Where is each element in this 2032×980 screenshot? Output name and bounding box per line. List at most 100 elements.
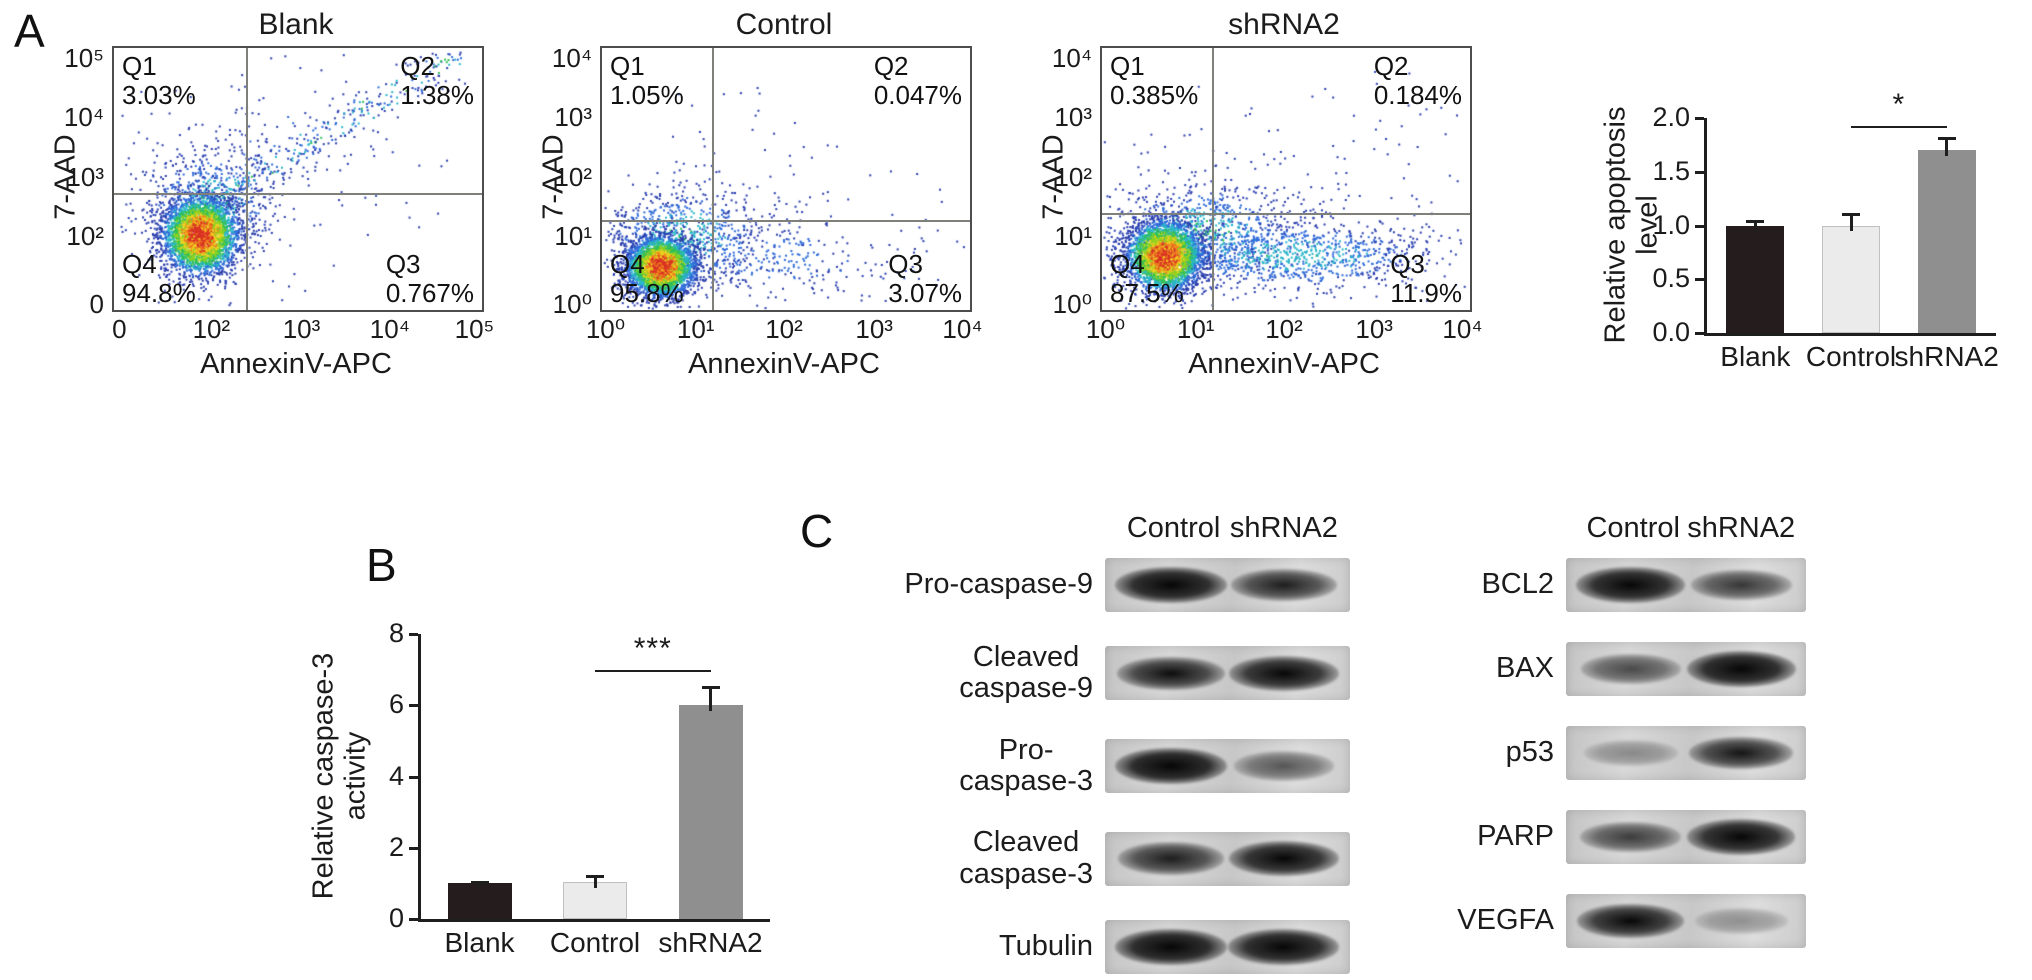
- quadrant-q1-label: Q1: [610, 51, 645, 81]
- western-blot-protein-label: Pro- caspase-3: [959, 733, 1093, 797]
- y-tick-label: 1.0: [1652, 209, 1690, 240]
- y-tick-mark: [409, 918, 418, 921]
- quadrant-q2-value: 0.047%: [873, 80, 962, 111]
- western-blot-protein-label: p53: [1505, 736, 1554, 769]
- western-blot-protein-label: Tubulin: [998, 930, 1093, 963]
- x-tick-label: 10⁰: [585, 314, 626, 344]
- western-blot-row: BCL2: [1408, 558, 1806, 612]
- y-tick-label: 8: [388, 618, 404, 648]
- flow-plot-area: Q1 0.385% Q2 0.184% Q3 11.9% Q4 87.5%: [1100, 46, 1472, 312]
- quadrant-q3-value: 11.9%: [1390, 277, 1462, 308]
- x-tick-label: 10¹: [676, 314, 715, 344]
- y-tick-mark: [1695, 224, 1704, 228]
- y-tick-label: 10¹: [554, 220, 592, 251]
- caspase-bar-chart: Relative caspase-3 activity 0 2 4 6 8 Blank Co…: [282, 598, 806, 980]
- quadrant-q4-label: Q4: [610, 248, 645, 279]
- significance-line: [1851, 125, 1947, 129]
- error-bar: [478, 880, 481, 890]
- y-axis: [418, 634, 421, 922]
- y-tick-label: 10⁰: [552, 289, 592, 320]
- western-blot-row: Pro- caspase-3: [848, 733, 1350, 798]
- flow-x-ticks: 10⁰ 10¹ 10² 10³ 10⁴: [1086, 314, 1483, 346]
- bar-shrna2: [1917, 150, 1976, 333]
- quadrant-q3-value: 0.767%: [385, 277, 474, 308]
- protein-band: [1686, 651, 1796, 687]
- error-bar-cap: [586, 875, 604, 879]
- y-axis: [1704, 118, 1707, 336]
- western-blot-protein-label: VEGFA: [1457, 904, 1554, 937]
- western-blot-protein-label: BAX: [1495, 652, 1554, 685]
- western-blot-row: Pro-caspase-9: [848, 558, 1350, 612]
- error-bar: [1753, 220, 1757, 232]
- western-blot-row: Cleaved caspase-3: [848, 827, 1350, 890]
- quadrant-q1: Q1 1.05%: [610, 51, 684, 111]
- y-tick-mark: [1695, 278, 1704, 282]
- bar-chart-plot-area: 0 2 4 6 8 Blank Control shRNA2 ***: [389, 618, 770, 958]
- western-blot-rows: Pro-caspase-9 Cleaved caspase-9 Pro- caspa…: [848, 558, 1350, 974]
- gate-horizontal-line: [602, 219, 970, 222]
- bar-chart-plot-area: 0.0 0.5 1.0 1.5 2.0 Blank Control shRNA2 *: [1652, 88, 1998, 372]
- protein-band: [1694, 908, 1788, 934]
- western-blot-row: Tubulin: [848, 919, 1350, 974]
- flow-x-axis-label: AnnexinV-APC: [1188, 348, 1380, 380]
- western-blot-protein-label: Cleaved caspase-3: [959, 826, 1093, 890]
- panel-c-label: C: [800, 505, 834, 557]
- flow-y-ticks: 10⁵ 10⁴ 10³ 10² 0: [44, 42, 106, 319]
- flow-x-axis-label: AnnexinV-APC: [688, 348, 880, 380]
- x-category-label: Blank: [1720, 341, 1791, 372]
- significance-label: ***: [633, 631, 672, 665]
- x-tick-label: 10¹: [1176, 314, 1215, 344]
- flow-scatter-canvas: [114, 48, 482, 310]
- y-tick-label: 0: [89, 289, 104, 320]
- western-blot-image: [1105, 919, 1350, 974]
- lane-header-control: Control: [1126, 512, 1221, 544]
- protein-band: [1577, 903, 1685, 939]
- panel-b-label: B: [366, 539, 397, 591]
- protein-band: [1584, 739, 1678, 767]
- bar-control: [563, 881, 627, 919]
- y-tick-label: 10⁴: [551, 42, 592, 73]
- quadrant-q4: Q4 95.8%: [610, 248, 684, 308]
- x-category-label: shRNA2: [1894, 341, 1999, 372]
- x-tick-label: 10³: [282, 314, 321, 344]
- error-bar-cap: [1746, 220, 1765, 224]
- x-tick-label: 10²: [1265, 314, 1303, 344]
- western-blot-column-headers: Control shRNA2: [1566, 512, 1806, 558]
- error-bar-cap: [470, 880, 489, 884]
- flow-plot-shrna2: shRNA2 7-AAD 10⁴ 10³ 10² 10¹ 10⁰ Q1 0.385% Q…: [1032, 8, 1484, 394]
- quadrant-q3-label: Q3: [888, 248, 923, 279]
- protein-band: [1580, 821, 1682, 853]
- western-blot-protein-label: Pro-caspase-9: [904, 568, 1093, 601]
- y-tick-label: 6: [388, 689, 404, 720]
- y-tick-label: 10⁵: [64, 42, 104, 73]
- quadrant-q2: Q2 0.184%: [1374, 51, 1462, 110]
- flow-plot-blank: Blank 7-AAD 10⁵ 10⁴ 10³ 10² 0 Q1 3.03% Q2 1.…: [44, 8, 496, 394]
- error-bar-cap: [1937, 137, 1956, 141]
- y-tick-label: 10²: [66, 220, 104, 251]
- y-tick-mark: [409, 846, 418, 850]
- lane-header-shrna2: shRNA2: [1687, 512, 1796, 544]
- quadrant-q1-value: 1.05%: [610, 80, 684, 111]
- x-category-label: shRNA2: [658, 927, 763, 958]
- western-blot-right-column: Control shRNA2 BCL2 BAX p53 PARP VEGFA: [1408, 512, 1806, 948]
- gate-vertical-line: [246, 48, 249, 310]
- y-tick-label: 10⁴: [1051, 42, 1092, 73]
- gate-vertical-line: [712, 48, 715, 310]
- quadrant-q4-label: Q4: [122, 248, 157, 279]
- western-blot-protein-label: PARP: [1477, 820, 1554, 853]
- quadrant-q2: Q2 0.047%: [873, 51, 962, 111]
- y-axis-label-line1: Relative apoptosis: [1599, 106, 1632, 344]
- western-blot-image: [1566, 558, 1806, 612]
- gate-horizontal-line: [114, 193, 482, 196]
- quadrant-q3: Q3 0.767%: [385, 249, 474, 308]
- error-bar-cap: [701, 685, 720, 689]
- x-category-label: Control: [549, 927, 641, 958]
- y-tick-label: 4: [388, 760, 404, 791]
- y-tick-mark: [409, 704, 418, 708]
- error-bar: [709, 685, 712, 712]
- x-tick-label: 10²: [765, 314, 803, 344]
- quadrant-q1-label: Q1: [122, 51, 157, 81]
- apoptosis-bar-chart: Relative apoptosis level 0.0 0.5 1.0 1.5 2.0…: [1598, 86, 2032, 416]
- y-axis-label-line1: Relative caspase-3: [307, 652, 340, 900]
- y-tick-label: 10³: [66, 162, 104, 192]
